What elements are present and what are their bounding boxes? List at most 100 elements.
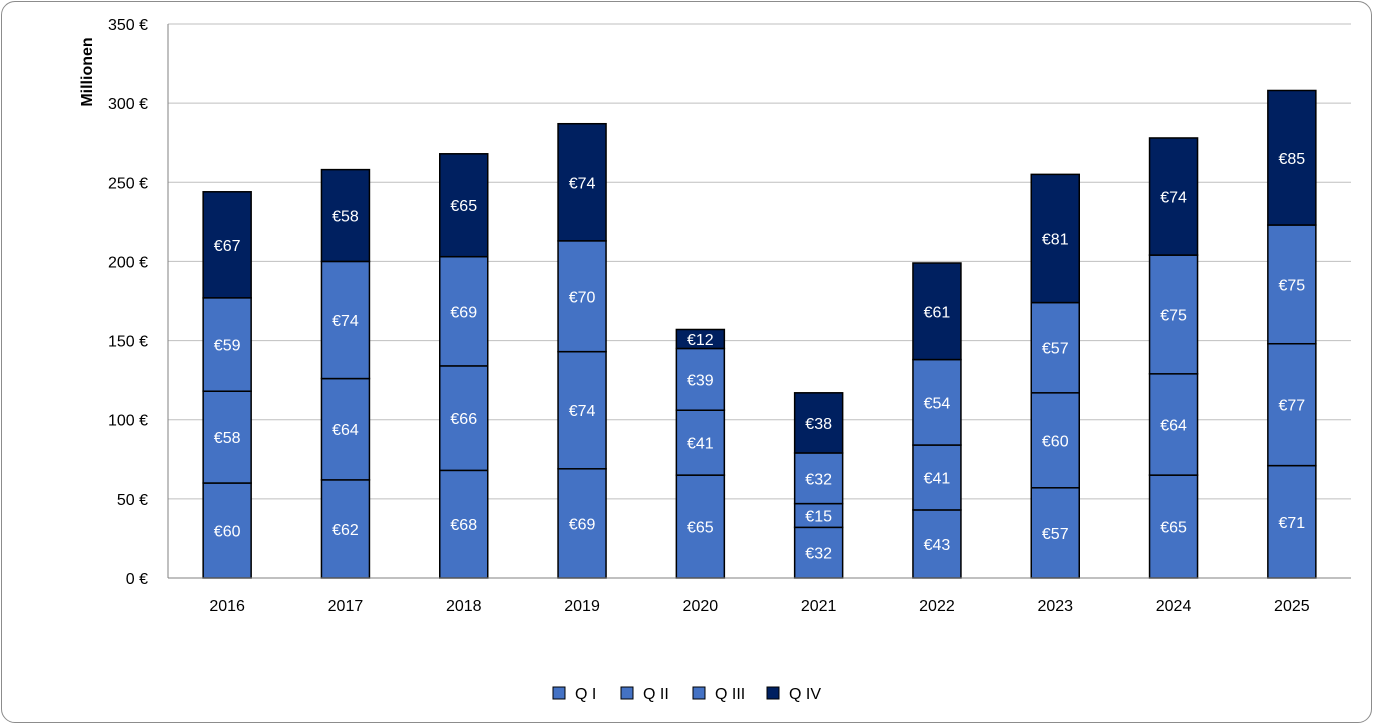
- bar-segment: [202, 390, 252, 484]
- data-label: €58: [214, 430, 241, 447]
- data-label: €85: [1278, 151, 1305, 168]
- data-label: €65: [1160, 520, 1187, 537]
- bar-segment: [675, 347, 726, 411]
- x-tick-label: 2016: [209, 598, 245, 615]
- y-tick-label: 100 €: [108, 413, 148, 430]
- data-label: €69: [450, 304, 477, 321]
- legend-label: Q III: [715, 686, 745, 703]
- bar-segment: [320, 479, 371, 579]
- legend-label: Q I: [575, 686, 596, 703]
- data-label: €61: [924, 304, 951, 321]
- bar-segment: [1267, 224, 1317, 345]
- data-label: €67: [214, 238, 241, 255]
- data-label: €66: [450, 411, 477, 428]
- legend-label: Q IV: [789, 686, 821, 703]
- bar-segment: [793, 392, 844, 454]
- y-tick-label: 350 €: [108, 17, 148, 34]
- data-label: €12: [687, 332, 714, 349]
- legend-item[interactable]: Q IV: [766, 686, 821, 703]
- legend-item[interactable]: Q II: [620, 686, 669, 703]
- data-label: €54: [924, 395, 951, 412]
- legend[interactable]: Q I Q II Q III Q IV: [552, 686, 821, 703]
- y-tick-label: 50 €: [117, 492, 148, 509]
- bar-segment: [675, 474, 726, 579]
- bar-segment: [912, 509, 962, 579]
- y-tick-label: 150 €: [108, 334, 148, 351]
- x-tick-label: 2017: [328, 598, 364, 615]
- legend-swatch: [766, 686, 780, 700]
- legend-swatch: [552, 686, 566, 700]
- bar-segment: [202, 297, 252, 392]
- legend-swatch: [692, 686, 706, 700]
- y-tick-label: 250 €: [108, 175, 148, 192]
- bar-segment: [912, 444, 962, 511]
- y-tick-label: 200 €: [108, 254, 148, 271]
- y-tick-label: 300 €: [108, 96, 148, 113]
- bar-segment: [1148, 373, 1199, 476]
- bar-segment: [439, 365, 489, 472]
- bar-segment: [557, 122, 607, 242]
- data-label: €64: [1160, 417, 1187, 434]
- data-label: €38: [805, 416, 832, 433]
- x-tick-label: 2023: [1037, 598, 1073, 615]
- data-label: €39: [687, 372, 714, 389]
- legend-swatch: [620, 686, 634, 700]
- bar-segment: [1030, 392, 1080, 489]
- data-label: €74: [569, 403, 596, 420]
- bar-segment: [202, 482, 252, 579]
- data-label: €65: [687, 520, 714, 537]
- data-label: €15: [805, 508, 832, 525]
- x-tick-label: 2019: [564, 598, 600, 615]
- bar-segment: [557, 240, 607, 353]
- bar-segment: [912, 262, 962, 361]
- data-label: €74: [569, 175, 596, 192]
- x-tick-label: 2018: [446, 598, 482, 615]
- bar-segment: [320, 168, 371, 263]
- data-label: €58: [332, 209, 359, 226]
- x-tick-label: 2021: [801, 598, 837, 615]
- data-label: €69: [569, 516, 596, 533]
- data-label: €41: [924, 470, 951, 487]
- bar-segment: [439, 255, 489, 367]
- data-label: €32: [805, 546, 832, 563]
- legend-item[interactable]: Q I: [552, 686, 596, 703]
- bar-segment: [1030, 173, 1080, 304]
- data-label: €68: [450, 517, 477, 534]
- bar-segment: [439, 469, 489, 579]
- bar-segment: [793, 452, 844, 505]
- x-tick-label: 2020: [683, 598, 719, 615]
- bar-segment: [320, 260, 371, 380]
- data-label: €62: [332, 522, 359, 539]
- data-label: €59: [214, 338, 241, 355]
- x-tick-label: 2022: [919, 598, 955, 615]
- data-label: €74: [332, 313, 359, 330]
- data-label: €74: [1160, 190, 1187, 207]
- data-label: €75: [1278, 277, 1305, 294]
- data-label: €57: [1042, 341, 1069, 358]
- data-label: €32: [805, 471, 832, 488]
- x-tick-label: 2024: [1156, 598, 1192, 615]
- legend-item[interactable]: Q III: [692, 686, 745, 703]
- axes: 0 € 50 € 100 € 150 € 200 € 250 € 300 € 350 € 201…: [108, 17, 1351, 615]
- data-label: €60: [214, 524, 241, 541]
- data-label: €65: [450, 198, 477, 215]
- bar-segment: [557, 468, 607, 579]
- bar-segment: [675, 328, 726, 350]
- data-label: €75: [1160, 307, 1187, 324]
- data-label: €77: [1278, 398, 1305, 415]
- bar-segment: [202, 191, 252, 299]
- legend-label: Q II: [643, 686, 669, 703]
- bar-segment: [1148, 137, 1199, 256]
- bar-segment: [557, 350, 607, 470]
- data-label: €60: [1042, 433, 1069, 450]
- data-label: €70: [569, 289, 596, 306]
- x-tick-label: 2025: [1274, 598, 1310, 615]
- bars: €60 €58 €59 €67 €62 €64 €74 €58 €68 €66 €69 €65 €69 €…: [202, 89, 1317, 579]
- bar-segment: [439, 153, 489, 258]
- bar-segment: [912, 358, 962, 446]
- data-label: €71: [1278, 515, 1305, 532]
- data-label: €57: [1042, 526, 1069, 543]
- y-tick-label: 0 €: [126, 571, 148, 588]
- data-label: €81: [1042, 231, 1069, 248]
